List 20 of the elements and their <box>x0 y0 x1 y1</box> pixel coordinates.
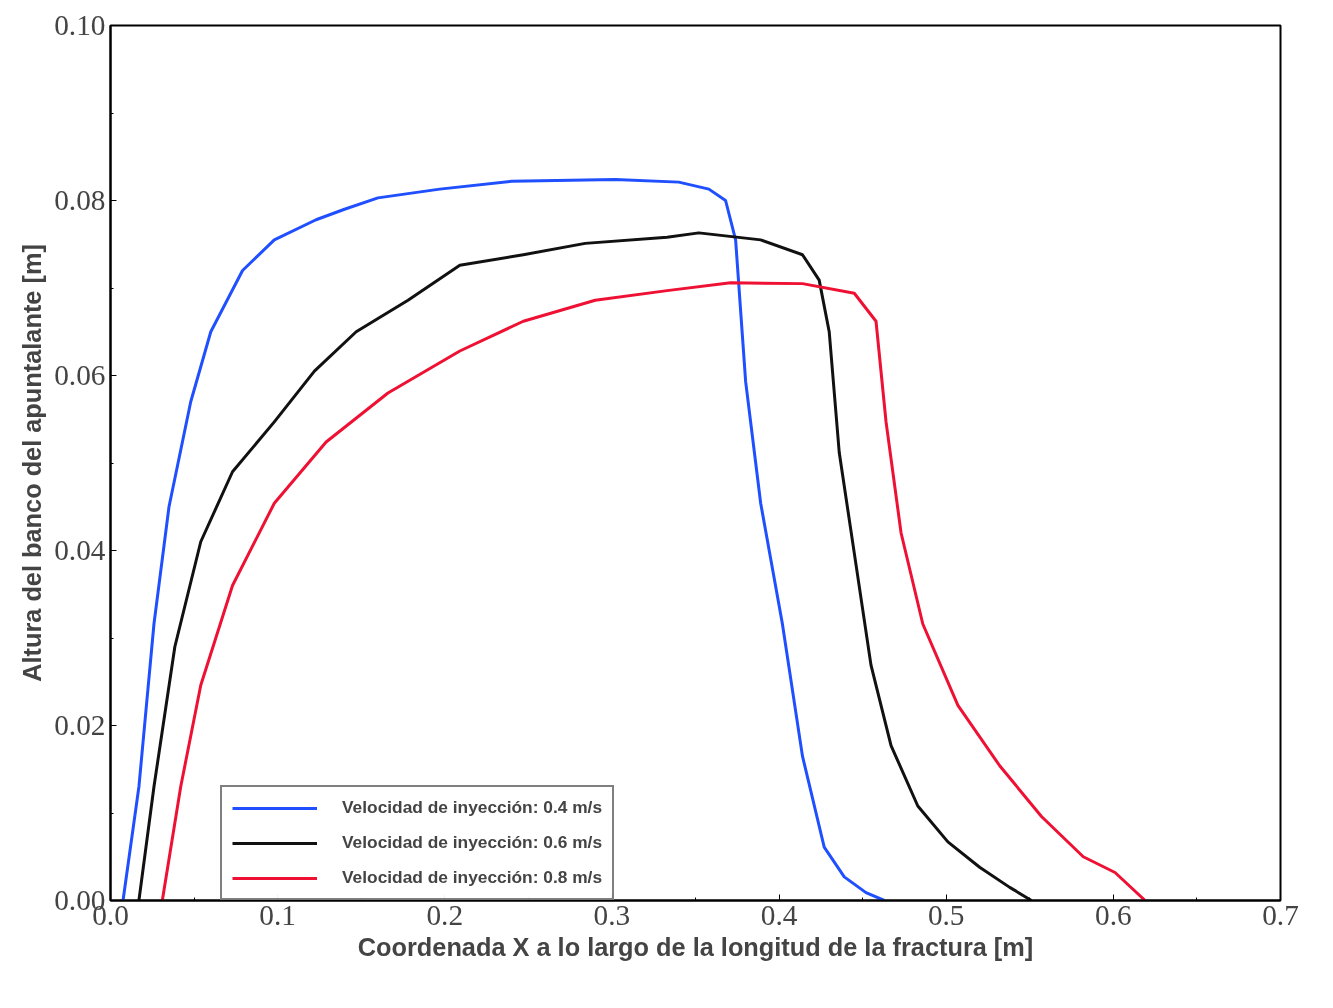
y-tick-label: 0.08 <box>54 184 106 216</box>
line-series <box>121 178 886 901</box>
y-tick-label: 0.04 <box>54 534 106 566</box>
x-tick-label: 0.1 <box>259 898 296 931</box>
line-series <box>160 281 1147 901</box>
x-tick-label: 0.6 <box>1095 898 1132 931</box>
x-tick-label: 0.4 <box>760 898 798 931</box>
legend-label: Velocidad de inyección: 0.8 m/s <box>342 867 603 888</box>
x-tick-label: 0.5 <box>927 898 965 931</box>
y-tick-label: 0.06 <box>54 359 106 391</box>
x-axis-title: Coordenada X a lo largo de la longitud de la fractura [m] <box>357 932 1034 961</box>
y-tick-label: 0.02 <box>54 709 106 741</box>
y-axis-title: Altura del banco del apuntalante [m] <box>18 244 47 682</box>
y-tick-label: 0.10 <box>54 9 106 41</box>
x-tick-label: 0.7 <box>1262 898 1299 931</box>
x-tick-label: 0.3 <box>593 898 631 931</box>
legend-label: Velocidad de inyección: 0.4 m/s <box>342 797 603 818</box>
x-tick-label: 0.2 <box>426 898 464 931</box>
line-series <box>137 231 1033 901</box>
legend-label: Velocidad de inyección: 0.6 m/s <box>342 832 603 853</box>
